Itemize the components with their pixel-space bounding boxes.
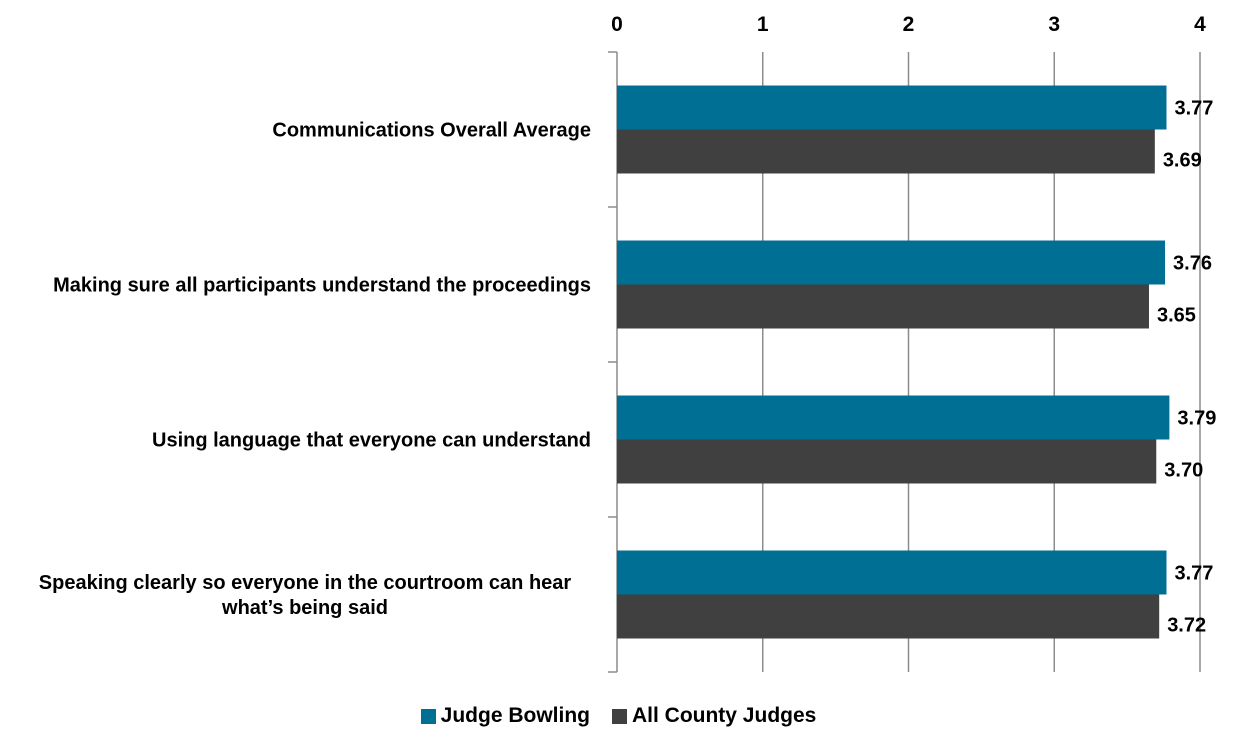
axes	[608, 51, 618, 673]
data-label: 3.72	[1167, 615, 1206, 637]
category-label: Speaking clearly so everyone in the cour…	[39, 572, 572, 594]
bar-series-1	[617, 85, 1167, 130]
data-label: 3.79	[1177, 408, 1216, 430]
bars	[617, 85, 1170, 639]
data-label: 3.77	[1174, 98, 1213, 120]
category-label: Communications Overall Average	[272, 120, 591, 142]
legend-swatch-series-2	[611, 708, 627, 724]
bar-series-1	[617, 240, 1166, 285]
bar-series-2	[617, 284, 1149, 329]
x-tick-labels: 0 1 2 3 4	[611, 13, 1206, 36]
bar-series-2	[617, 594, 1160, 639]
bar-series-1	[617, 395, 1170, 440]
x-tick-label: 3	[1048, 13, 1060, 36]
legend-label-series-2: All County Judges	[631, 704, 817, 727]
legend-label-series-1: Judge Bowling	[440, 704, 590, 727]
category-label: Using language that everyone can underst…	[152, 430, 591, 452]
bar-series-2	[617, 129, 1155, 174]
legend-item-series-1: Judge Bowling	[420, 704, 590, 728]
legend: Judge Bowling All County Judges	[0, 704, 1237, 728]
data-label: 3.65	[1157, 305, 1196, 327]
bar-series-1	[617, 550, 1167, 595]
legend-item-series-2: All County Judges	[611, 704, 817, 728]
legend-swatch-series-1	[420, 708, 436, 724]
category-label: what’s being said	[221, 597, 388, 619]
data-label: 3.77	[1174, 563, 1213, 585]
x-tick-label: 4	[1194, 13, 1206, 36]
x-tick-label: 2	[903, 13, 915, 36]
bar-series-2	[617, 439, 1157, 484]
data-labels: 3.77 3.69 3.76 3.65 3.79 3.70 3.77 3.72	[1157, 98, 1216, 637]
category-label: Making sure all participants understand …	[53, 275, 591, 297]
x-tick-label: 0	[611, 13, 623, 36]
data-label: 3.70	[1164, 460, 1203, 482]
x-tick-label: 1	[757, 13, 769, 36]
category-labels: Communications Overall Average Making sur…	[39, 120, 591, 620]
data-label: 3.69	[1163, 150, 1202, 172]
data-label: 3.76	[1173, 253, 1212, 275]
